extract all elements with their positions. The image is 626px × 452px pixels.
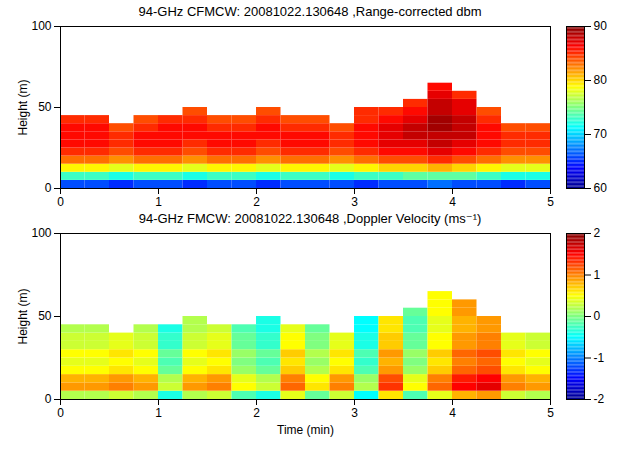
svg-text:90: 90 [594, 20, 608, 33]
html-text:94-GHz CFMCW: 20081022.130648: 94-GHz CFMCW: 20081022.130648 ,Range-cor… [138, 4, 482, 19]
svg-text:0: 0 [57, 195, 64, 209]
svg-text:70: 70 [594, 127, 608, 141]
svg-text:60: 60 [594, 181, 608, 195]
svg-text:1: 1 [155, 195, 162, 209]
svg-text:-2: -2 [594, 392, 605, 406]
svg-text:Time (min): Time (min) [277, 423, 334, 437]
svg-text:Height (m): Height (m) [16, 79, 30, 135]
svg-text:-1: -1 [594, 351, 605, 365]
svg-text:80: 80 [594, 73, 608, 87]
svg-text:0: 0 [45, 181, 52, 195]
svg-text:4: 4 [449, 195, 456, 209]
svg-text:5: 5 [547, 406, 554, 420]
svg-text:0: 0 [45, 392, 52, 406]
svg-text:0: 0 [594, 309, 601, 323]
svg-text:1: 1 [155, 406, 162, 420]
svg-text:4: 4 [449, 406, 456, 420]
svg-text:3: 3 [351, 195, 358, 209]
svg-text:2: 2 [594, 227, 601, 240]
svg-text:0: 0 [57, 406, 64, 420]
svg-text:2: 2 [253, 195, 260, 209]
html-text:94-GHz FMCW: 20081022.130648 ,: 94-GHz FMCW: 20081022.130648 ,Doppler Ve… [138, 211, 482, 226]
svg-text:1: 1 [594, 268, 601, 282]
svg-text:50: 50 [38, 309, 52, 323]
svg-text:5: 5 [547, 195, 554, 209]
svg-text:100: 100 [31, 20, 51, 33]
svg-text:100: 100 [31, 227, 51, 240]
svg-text:3: 3 [351, 406, 358, 420]
svg-text:50: 50 [38, 100, 52, 114]
svg-text:Height (m): Height (m) [16, 288, 30, 344]
svg-text:2: 2 [253, 406, 260, 420]
